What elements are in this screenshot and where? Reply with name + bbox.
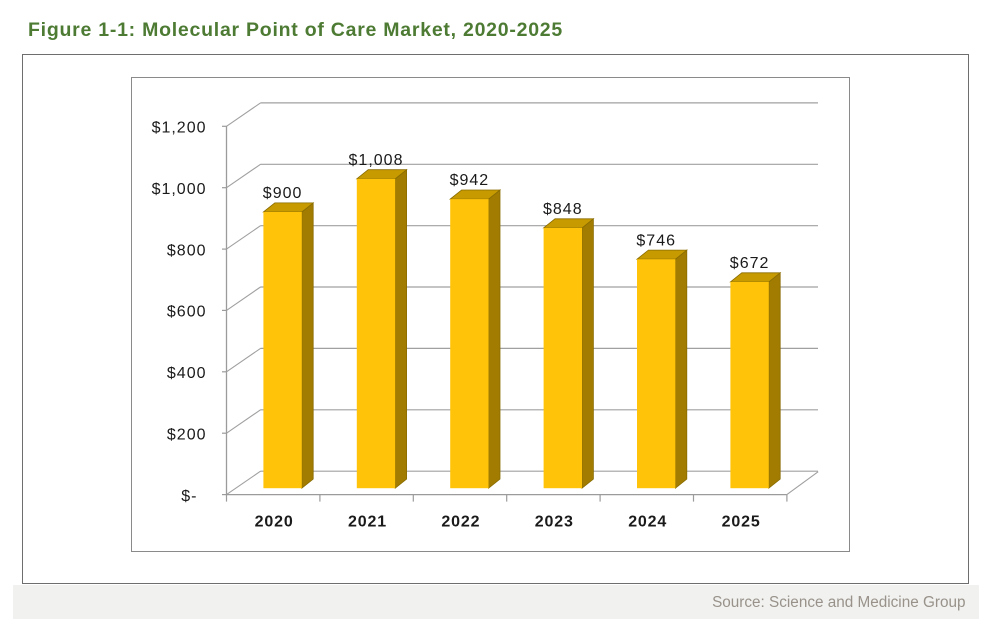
svg-text:2020: 2020 — [255, 513, 294, 530]
svg-text:$1,000: $1,000 — [152, 181, 207, 198]
svg-text:$800: $800 — [167, 242, 207, 259]
svg-text:$-: $- — [181, 488, 197, 505]
svg-text:2022: 2022 — [441, 513, 480, 530]
svg-text:2024: 2024 — [628, 513, 667, 530]
svg-text:$1,200: $1,200 — [152, 120, 207, 137]
svg-text:$848: $848 — [543, 201, 583, 218]
svg-text:2025: 2025 — [722, 513, 761, 530]
svg-text:$672: $672 — [730, 255, 770, 272]
svg-text:$900: $900 — [263, 185, 303, 202]
svg-text:2021: 2021 — [348, 513, 387, 530]
svg-text:$400: $400 — [167, 365, 207, 382]
svg-text:$200: $200 — [167, 427, 207, 444]
svg-text:$746: $746 — [636, 232, 676, 249]
svg-text:$600: $600 — [167, 304, 207, 321]
svg-text:2023: 2023 — [535, 513, 574, 530]
svg-text:$942: $942 — [450, 172, 490, 189]
svg-text:$1,008: $1,008 — [349, 152, 404, 169]
